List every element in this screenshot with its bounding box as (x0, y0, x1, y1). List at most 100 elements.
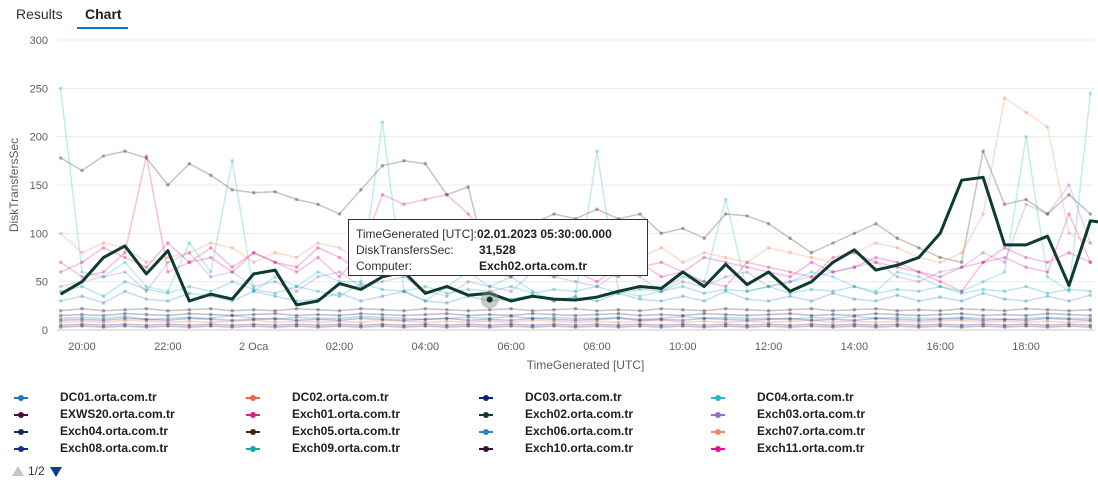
data-point (1067, 316, 1071, 321)
data-point (766, 284, 771, 289)
data-point (530, 311, 535, 316)
data-point (959, 291, 964, 296)
data-point (766, 284, 771, 289)
data-point (1024, 320, 1028, 325)
data-point (1024, 134, 1028, 139)
data-point (58, 86, 63, 91)
data-point (938, 279, 942, 284)
data-point (509, 314, 513, 319)
data-point (230, 313, 234, 318)
data-point (1045, 270, 1050, 274)
data-point (659, 312, 664, 317)
data-point (895, 308, 900, 313)
data-point (337, 324, 342, 328)
data-point (595, 312, 599, 317)
data-point (316, 289, 320, 294)
data-point (166, 318, 170, 323)
data-point (144, 260, 149, 265)
data-point (938, 319, 942, 324)
data-point (144, 156, 149, 160)
data-point (1067, 312, 1071, 317)
data-point (809, 315, 814, 320)
data-point (487, 307, 492, 312)
data-point (230, 325, 234, 329)
data-point (1045, 125, 1050, 129)
data-point (1045, 212, 1050, 216)
data-point (1002, 246, 1007, 250)
data-point (681, 320, 685, 325)
data-point (80, 319, 84, 324)
data-point (766, 320, 771, 325)
data-point (959, 265, 964, 269)
data-point (58, 156, 63, 160)
data-point (831, 275, 835, 279)
data-point (766, 322, 771, 327)
data-point (251, 287, 256, 292)
data-point (144, 154, 149, 158)
data-point (659, 289, 664, 294)
data-point (1088, 241, 1093, 245)
data-point (831, 320, 835, 325)
y-tick-label: 50 (36, 277, 48, 289)
data-point (273, 260, 277, 265)
data-point (380, 318, 385, 323)
data-point (852, 319, 857, 324)
data-point (80, 306, 84, 311)
data-point (123, 270, 127, 274)
data-point (809, 306, 814, 311)
y-tick-label: 150 (30, 180, 48, 192)
data-point (766, 246, 771, 250)
page-down-icon[interactable] (50, 467, 62, 477)
data-point (166, 308, 170, 313)
data-point (552, 212, 556, 216)
tab-chart[interactable]: Chart (85, 6, 122, 22)
data-point (316, 270, 320, 274)
data-point (423, 299, 428, 303)
data-point (723, 287, 728, 292)
legend-label: Exch06.orta.com.tr (525, 424, 634, 438)
data-point (101, 325, 106, 329)
data-point (766, 312, 771, 317)
data-point (187, 311, 192, 316)
data-point (1067, 250, 1071, 255)
data-point (251, 190, 256, 195)
data-point (1024, 284, 1028, 289)
data-point (316, 255, 320, 260)
data-point (723, 315, 728, 320)
data-point (123, 149, 127, 153)
data-point (337, 308, 342, 313)
data-point (209, 241, 213, 245)
data-point (831, 270, 835, 274)
data-point (659, 317, 664, 322)
data-point (251, 284, 256, 289)
series-line-exch04 (60, 307, 1091, 312)
data-point (187, 260, 192, 265)
series-line-exch10 (60, 312, 1091, 317)
data-point (80, 260, 84, 265)
data-point (595, 319, 599, 324)
data-point (874, 299, 878, 303)
data-point (251, 289, 256, 294)
data-point (809, 318, 814, 323)
data-point (123, 322, 127, 327)
chart-legend: DC01.orta.com.tr DC02.orta.com.tr DC03.ort… (0, 390, 1098, 460)
data-point (959, 260, 964, 265)
data-point (230, 159, 234, 163)
data-point (809, 287, 814, 292)
data-point (209, 316, 213, 321)
data-point (144, 323, 149, 328)
data-point (917, 246, 921, 250)
data-point (1045, 294, 1050, 299)
data-point (101, 275, 106, 279)
data-point (766, 316, 771, 321)
data-point (445, 323, 449, 328)
data-point (316, 320, 320, 325)
tab-results[interactable]: Results (16, 6, 63, 22)
data-point (80, 284, 84, 289)
data-point (659, 260, 664, 265)
legend-swatch-dot (715, 395, 721, 401)
data-point (466, 318, 471, 323)
data-point (251, 250, 256, 255)
data-point (723, 275, 728, 279)
page-up-icon[interactable] (12, 466, 24, 476)
